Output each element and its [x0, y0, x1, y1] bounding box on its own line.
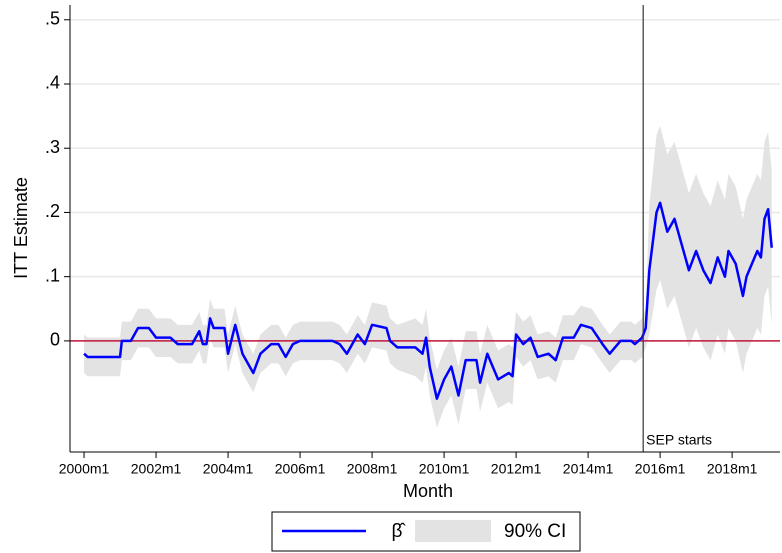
legend-label: 90% CI	[504, 521, 566, 542]
ci-band	[84, 125, 772, 428]
x-tick-label: 2004m1	[203, 461, 254, 477]
y-tick-label: .1	[45, 265, 60, 285]
x-tick-label: 2012m1	[491, 461, 542, 477]
x-axis-label: Month	[403, 481, 453, 501]
y-axis-label: ITT Estimate	[11, 177, 31, 279]
y-tick-label: .4	[45, 73, 60, 93]
x-tick-label: 2000m1	[59, 461, 110, 477]
policy-label: SEP starts	[646, 432, 712, 448]
y-tick-label: .3	[45, 137, 60, 157]
x-tick-label: 2006m1	[275, 461, 326, 477]
x-tick-label: 2018m1	[707, 461, 758, 477]
x-tick-label: 2014m1	[563, 461, 614, 477]
y-tick-label: .5	[45, 9, 60, 29]
x-tick-label: 2016m1	[635, 461, 686, 477]
x-tick-label: 2010m1	[419, 461, 470, 477]
x-tick-label: 2002m1	[131, 461, 182, 477]
y-tick-label: .2	[45, 201, 60, 221]
y-tick-label: 0	[50, 330, 60, 350]
legend-swatch	[415, 520, 491, 542]
estimate-line	[83, 201, 773, 400]
x-tick-label: 2008m1	[347, 461, 398, 477]
